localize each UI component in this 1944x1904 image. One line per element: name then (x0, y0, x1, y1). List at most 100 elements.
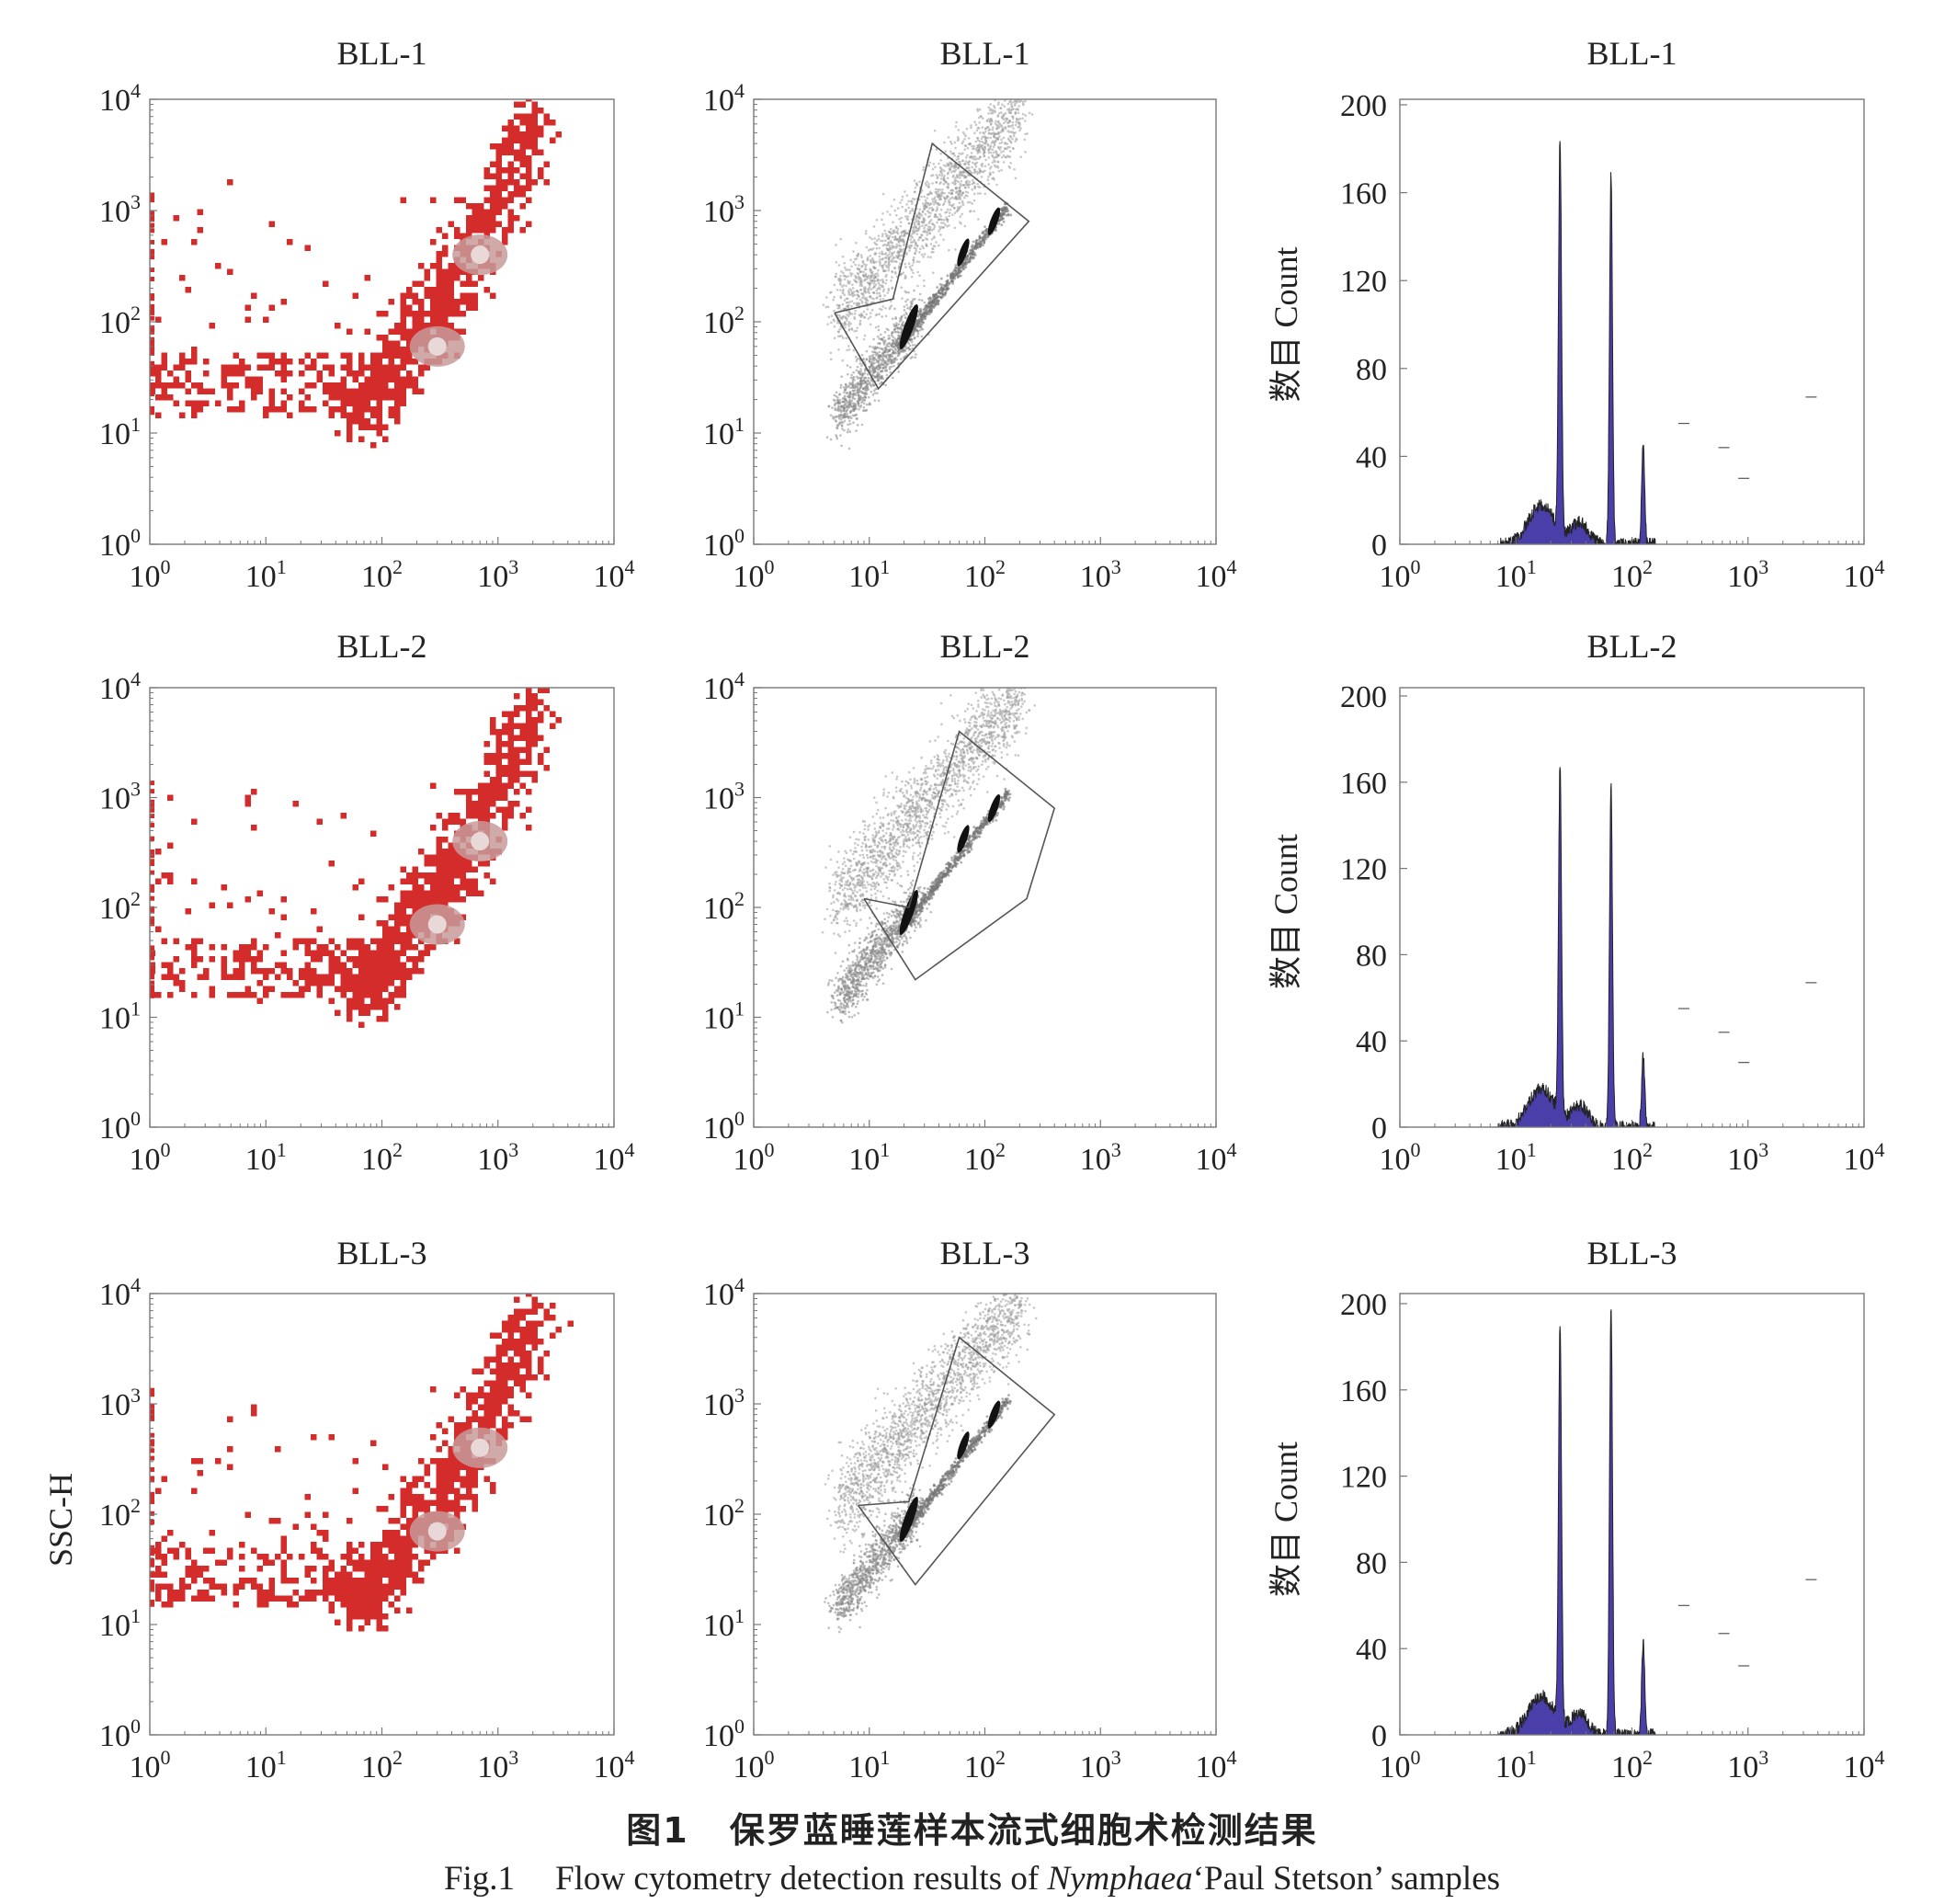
scatter-point (358, 418, 365, 425)
event-dot (930, 174, 933, 177)
event-dot (984, 139, 988, 143)
scatter-point (227, 406, 233, 413)
scatter-point (358, 364, 365, 371)
event-dot (1000, 79, 1003, 82)
scatter-point (526, 131, 532, 138)
scatter-point (280, 400, 287, 406)
x-tick-label: 104 (594, 555, 635, 594)
event-dot (862, 294, 865, 298)
event-dot (995, 127, 999, 131)
scatter-point (466, 203, 472, 210)
scatter-point (352, 376, 358, 382)
event-dot (972, 199, 976, 202)
event-dot (913, 190, 916, 194)
scatter-point (161, 359, 167, 365)
event-dot (930, 237, 934, 241)
scatter-point (483, 221, 490, 227)
scatter-point (472, 280, 478, 287)
scatter-point (442, 251, 449, 257)
event-dot (832, 398, 836, 402)
scatter-point (418, 263, 425, 269)
event-dot (883, 229, 887, 233)
event-dot (966, 194, 969, 198)
event-dot (915, 220, 918, 223)
event-dot (1004, 155, 1006, 159)
event-dot (829, 351, 833, 355)
event-dot (957, 165, 961, 169)
event-dot (851, 287, 855, 290)
event-dot (980, 137, 983, 141)
event-dot (945, 197, 948, 200)
scatter-point (179, 412, 186, 418)
event-dot (885, 279, 888, 282)
scatter-point (347, 394, 353, 401)
event-dot (961, 193, 964, 197)
scatter-point (412, 323, 418, 329)
event-dot (933, 129, 937, 132)
event-dot (910, 275, 914, 279)
event-dot (961, 174, 963, 177)
event-dot (898, 236, 902, 240)
event-dot (918, 208, 922, 211)
event-dot (943, 174, 946, 177)
event-dot (842, 336, 845, 339)
event-dot (990, 142, 994, 144)
event-dot (969, 210, 972, 212)
event-dot (880, 239, 882, 243)
scatter-point (478, 221, 484, 227)
event-dot (973, 131, 976, 135)
event-dot (925, 184, 928, 187)
scatter-point (448, 292, 454, 299)
event-dot (905, 253, 908, 256)
event-dot (891, 258, 893, 261)
scatter-point (531, 131, 538, 138)
event-dot (995, 155, 998, 159)
scatter-point (203, 371, 210, 377)
scatter-point (340, 394, 347, 401)
event-dot (870, 309, 874, 312)
event-dot (991, 154, 994, 157)
scatter-point (495, 203, 502, 210)
scatter-point (483, 227, 490, 234)
event-dot (853, 329, 857, 333)
event-dot (841, 428, 844, 430)
event-dot (998, 135, 1001, 138)
event-dot (938, 212, 941, 216)
scatter-point (406, 287, 413, 293)
event-dot (967, 163, 971, 166)
event-dot (838, 327, 841, 331)
event-dot (822, 303, 825, 306)
event-dot (862, 263, 866, 266)
event-dot (829, 358, 833, 361)
event-dot (955, 179, 958, 182)
scatter-point (442, 287, 449, 293)
event-dot (892, 257, 896, 259)
scatter-point (514, 179, 520, 186)
event-dot (875, 246, 879, 250)
event-dot (842, 288, 845, 291)
event-dot (839, 295, 843, 298)
event-dot (833, 309, 836, 313)
event-dot (869, 323, 872, 326)
event-dot (960, 179, 963, 183)
event-dot (927, 210, 929, 212)
y-tick-label: 103 (99, 190, 141, 229)
scatter-point (531, 137, 538, 143)
event-dot (884, 252, 888, 255)
event-dot (869, 312, 872, 314)
scatter-point (388, 299, 394, 305)
event-dot (963, 224, 967, 228)
event-dot (993, 156, 995, 159)
event-dot (1013, 99, 1017, 103)
event-dot (1022, 86, 1025, 88)
event-dot (921, 245, 924, 248)
scatter-point (460, 268, 466, 275)
scatter-point (466, 227, 472, 234)
event-dot (1015, 74, 1017, 76)
event-dot (972, 155, 975, 159)
scatter-point (370, 352, 377, 359)
event-dot (857, 268, 859, 271)
event-dot (909, 267, 913, 270)
event-dot (825, 296, 828, 299)
event-dot (952, 165, 955, 168)
